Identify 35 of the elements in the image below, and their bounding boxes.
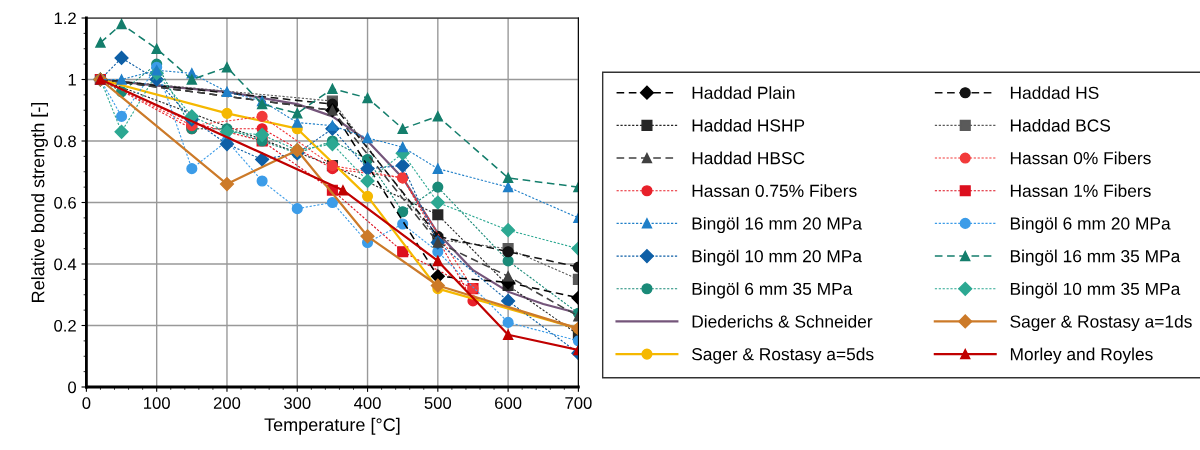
legend-label: Haddad Plain bbox=[692, 86, 795, 99]
legend-label: Bingöl 10 mm 35 MPa bbox=[1010, 282, 1181, 299]
x-tick-label: 700 bbox=[565, 397, 592, 409]
legend-label: Hassan 0% Fibers bbox=[1010, 151, 1151, 165]
legend-label: Diederichs & Schneider bbox=[692, 314, 873, 328]
legend-label: Sager & Rostasy a=1ds bbox=[1010, 314, 1192, 332]
y-axis-title: Relative bond strength [-] bbox=[31, 102, 48, 302]
legend-label: Hassan 1% Fibers bbox=[1010, 184, 1151, 197]
y-tick-label: 0.6 bbox=[54, 196, 76, 209]
x-tick-label: 100 bbox=[144, 397, 170, 409]
legend-label: Morley and Royles bbox=[1010, 347, 1153, 364]
legend-label: Bingöl 16 mm 20 MPa bbox=[692, 216, 863, 234]
y-tick-label: 1 bbox=[68, 74, 76, 86]
legend-label: Sager & Rostasy a=5ds bbox=[692, 347, 874, 364]
x-tick-label: 600 bbox=[495, 397, 522, 409]
legend-label: Bingöl 6 mm 35 MPa bbox=[692, 282, 853, 299]
legend-label: Bingöl 10 mm 20 MPa bbox=[692, 249, 863, 266]
x-tick-label: 500 bbox=[424, 397, 452, 409]
legend-label: Bingöl 6 mm 20 MPa bbox=[1010, 216, 1171, 234]
legend-label: Hassan 0.75% Fibers bbox=[692, 184, 857, 197]
legend-label: Haddad HBSC bbox=[692, 151, 805, 165]
x-tick-label: 400 bbox=[354, 397, 381, 409]
x-tick-label: 300 bbox=[283, 397, 311, 409]
y-tick-label: 0.4 bbox=[54, 258, 77, 271]
x-axis-title: Temperature [°C] bbox=[264, 417, 400, 435]
legend-label: Bingöl 16 mm 35 MPa bbox=[1010, 249, 1181, 266]
legend-label: Haddad HS bbox=[1010, 86, 1099, 99]
x-tick-label: 200 bbox=[213, 397, 241, 409]
x-tick-label: 0 bbox=[82, 397, 91, 409]
y-tick-label: 0.8 bbox=[54, 135, 76, 148]
y-tick-label: 0 bbox=[68, 381, 77, 394]
legend-label: Haddad HSHP bbox=[692, 118, 805, 132]
y-tick-label: 1.2 bbox=[54, 12, 76, 25]
legend-label: Haddad BCS bbox=[1010, 118, 1111, 132]
y-tick-label: 0.2 bbox=[54, 319, 76, 332]
